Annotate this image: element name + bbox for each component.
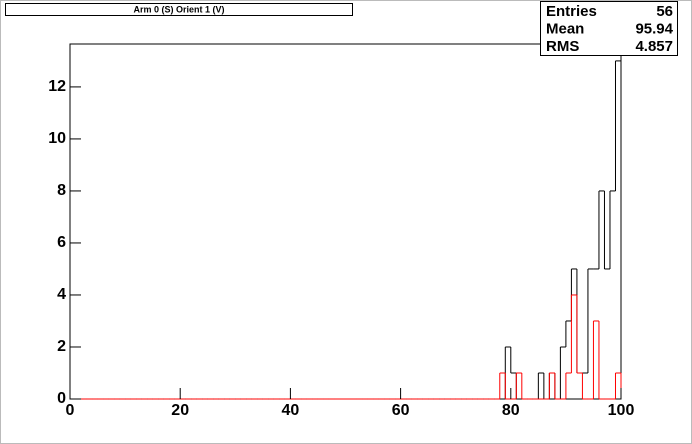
chart-title: Arm 0 (S) Orient 1 (V) [133,4,224,14]
y-tick-label: 4 [57,286,66,303]
x-tick-label: 80 [502,402,520,419]
stat-label: Entries [546,3,597,20]
frame [69,43,622,400]
y-tick-label: 12 [48,78,66,95]
x-tick-label: 20 [171,402,189,419]
stat-value: 95.94 [635,20,673,37]
plot [70,60,622,400]
y-tick-label: 6 [57,234,66,251]
x-tick-label: 40 [282,402,300,419]
y-tick-label: 2 [57,338,66,355]
stats-box [540,1,678,56]
stat-value: 4.857 [635,38,673,55]
y-tick-label: 0 [57,390,66,407]
stat-label: RMS [546,38,579,55]
x-tick-label: 0 [66,402,75,419]
x-tick-label: 60 [392,402,410,419]
stat-value: 56 [656,3,673,20]
x-tick-label: 100 [608,402,635,419]
y-tick-label: 10 [48,130,66,147]
stat-label: Mean [546,20,584,37]
step-connectors [499,294,622,399]
title-box [5,3,353,16]
y-tick-label: 8 [57,182,66,199]
